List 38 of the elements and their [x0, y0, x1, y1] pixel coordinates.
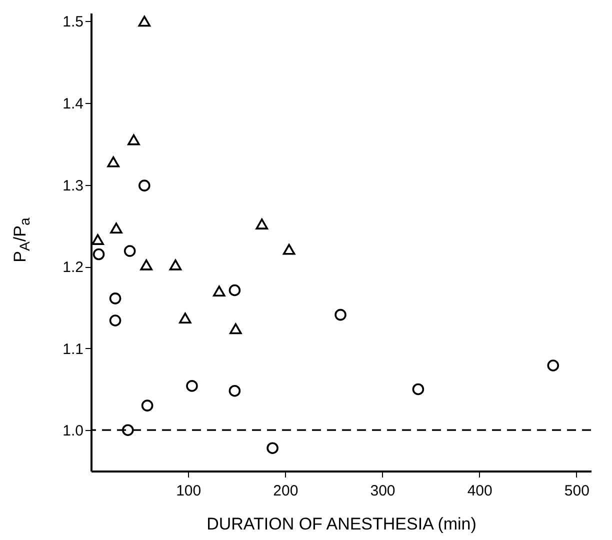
- point: [124, 245, 136, 257]
- x-tick-label: 400: [467, 482, 492, 500]
- point: [128, 134, 140, 146]
- point: [140, 259, 152, 270]
- x-tick-label: 100: [176, 482, 202, 500]
- point: [334, 308, 346, 321]
- point: [266, 442, 278, 454]
- point: [92, 234, 104, 245]
- point: [122, 424, 134, 436]
- y-tick-label: 1.5: [62, 14, 84, 31]
- point: [179, 312, 192, 324]
- y-tick-label: 1.2: [62, 259, 84, 276]
- point: [109, 292, 122, 304]
- point: [282, 244, 296, 255]
- x-axis-title: DURATION OF ANESTHESIA (min): [206, 514, 476, 534]
- point: [110, 222, 122, 234]
- y-tick-label: 1.3: [62, 177, 84, 194]
- point: [228, 284, 241, 296]
- point: [138, 16, 151, 27]
- y-tick-label: 1.1: [62, 340, 84, 358]
- x-tick-label: 200: [273, 482, 298, 500]
- point: [412, 383, 424, 396]
- x-tick-label: 500: [564, 482, 590, 500]
- point: [213, 286, 226, 297]
- point: [107, 156, 120, 168]
- point: [256, 218, 268, 230]
- y-tick-label: 1.4: [62, 95, 84, 112]
- point: [92, 248, 105, 260]
- point: [141, 400, 154, 412]
- point: [169, 259, 182, 270]
- point: [138, 180, 150, 192]
- point: [230, 323, 242, 334]
- point: [109, 314, 122, 326]
- y-tick-label: 1.0: [62, 422, 84, 440]
- point: [186, 380, 198, 392]
- point: [547, 360, 560, 372]
- x-tick-label: 300: [370, 482, 396, 500]
- point: [228, 384, 241, 397]
